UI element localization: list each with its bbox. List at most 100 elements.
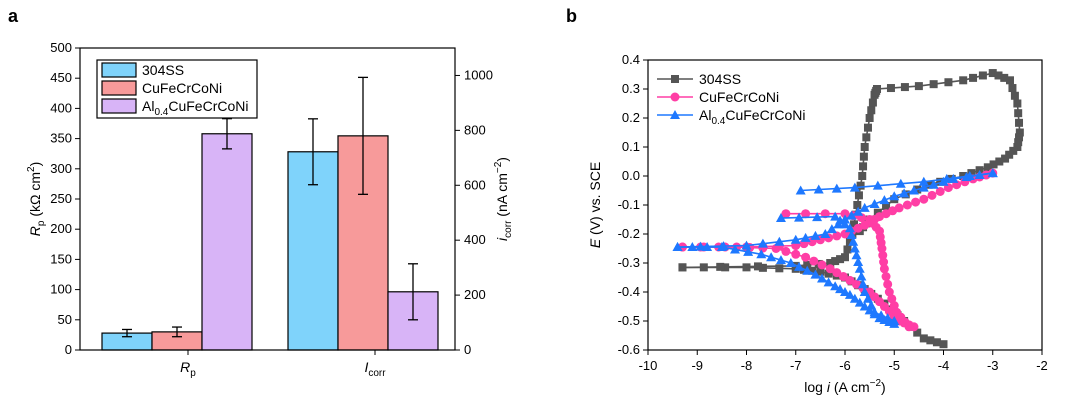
data-point: [959, 76, 968, 85]
data-point: [882, 201, 891, 210]
data-point: [849, 293, 860, 303]
data-point: [899, 188, 910, 198]
data-point: [841, 253, 849, 262]
data-point: [878, 250, 888, 260]
data-point: [830, 211, 841, 221]
data-point: [911, 197, 921, 207]
data-point: [846, 229, 857, 239]
data-point: [670, 92, 680, 102]
data-point: [835, 215, 846, 225]
data-point: [1008, 84, 1017, 93]
data-point: [987, 168, 998, 178]
data-point: [924, 180, 933, 189]
data-point: [918, 182, 929, 192]
x-tick-label: -8: [741, 358, 753, 373]
data-point: [935, 186, 945, 196]
legend: 304SS CuFeCrCoNi Al0.4CuFeCrCoNi: [96, 59, 258, 119]
data-point: [858, 279, 869, 289]
data-point: [743, 246, 754, 256]
data-point: [988, 69, 997, 78]
data-point: [718, 241, 729, 251]
data-point: [790, 234, 801, 244]
data-point: [858, 172, 867, 180]
x-category-label: Rp: [180, 359, 196, 379]
data-point: [802, 265, 813, 275]
data-point: [820, 229, 831, 238]
data-point: [775, 264, 784, 273]
data-point: [883, 279, 893, 289]
left-tick-label: 0: [65, 342, 72, 357]
data-point: [881, 272, 891, 282]
data-point: [845, 275, 855, 285]
data-point: [840, 287, 850, 296]
data-point: [832, 268, 842, 278]
data-point: [830, 281, 841, 291]
data-point: [941, 173, 952, 183]
data-point: [850, 220, 859, 229]
data-point: [1009, 146, 1018, 155]
y-tick-label: -0.3: [618, 255, 640, 270]
data-point: [741, 240, 752, 250]
data-point: [854, 297, 865, 307]
data-point: [831, 183, 842, 193]
left-tick-label: 200: [50, 221, 72, 236]
data-point: [853, 206, 864, 216]
data-point: [853, 201, 862, 209]
data-point: [824, 269, 833, 278]
x-tick-label: -5: [888, 358, 900, 373]
legend-swatch-Al0.4CuFeCrCoNi: [101, 98, 137, 114]
data-point: [887, 294, 897, 304]
data-point: [932, 338, 941, 347]
series-Al0.4CuFeCrCoNi: [672, 168, 998, 328]
data-point: [895, 178, 906, 188]
legend-label-CuFeCrCoNi: CuFeCrCoNi: [699, 89, 779, 105]
y-tick-label: 0.1: [622, 139, 640, 154]
legend-label-Al0.4CuFeCrCoNi: Al0.4CuFeCrCoNi: [699, 107, 805, 127]
data-point: [1015, 118, 1024, 127]
data-point: [904, 322, 914, 332]
data-point: [995, 157, 1004, 166]
data-point: [869, 307, 880, 317]
legend: 304SS CuFeCrCoNi Al0.4CuFeCrCoNi: [657, 71, 805, 127]
data-point: [856, 271, 867, 281]
legend-label-304SS: 304SS: [142, 62, 184, 78]
data-point: [838, 272, 848, 282]
y-tick-label: 0.0: [622, 168, 640, 183]
data-point: [843, 245, 852, 254]
x-tick-label: -6: [839, 358, 851, 373]
data-point: [671, 75, 679, 83]
right-tick-label: 600: [464, 177, 486, 192]
panel-b-label: b: [566, 6, 577, 26]
data-point: [859, 162, 868, 171]
data-point: [808, 266, 817, 275]
data-point: [926, 336, 935, 345]
data-point: [775, 213, 786, 223]
data-point: [801, 209, 811, 219]
data-point: [902, 200, 912, 210]
left-tick-label: 100: [50, 282, 72, 297]
data-point: [879, 257, 889, 267]
data-point: [794, 212, 805, 222]
right-tick-label: 200: [464, 287, 486, 302]
left-tick-label: 50: [58, 312, 72, 327]
data-point: [781, 246, 791, 256]
data-point: [1013, 143, 1022, 151]
data-point: [794, 261, 805, 271]
legend-swatch-CuFeCrCoNi: [101, 80, 137, 96]
x-tick-label: -3: [987, 358, 999, 373]
data-point: [831, 257, 840, 266]
data-point: [851, 279, 861, 289]
data-point: [810, 230, 821, 240]
left-tick-label: 500: [50, 40, 72, 55]
data-point: [835, 284, 846, 294]
data-point: [1005, 76, 1014, 85]
data-point: [848, 236, 859, 246]
data-point: [919, 194, 929, 204]
data-point: [900, 83, 909, 92]
data-point: [866, 300, 877, 310]
data-point: [919, 334, 928, 343]
y-tick-label: 0.4: [622, 52, 640, 67]
data-point: [809, 256, 819, 266]
legend-label-304SS: 304SS: [699, 71, 741, 87]
data-point: [859, 152, 868, 161]
